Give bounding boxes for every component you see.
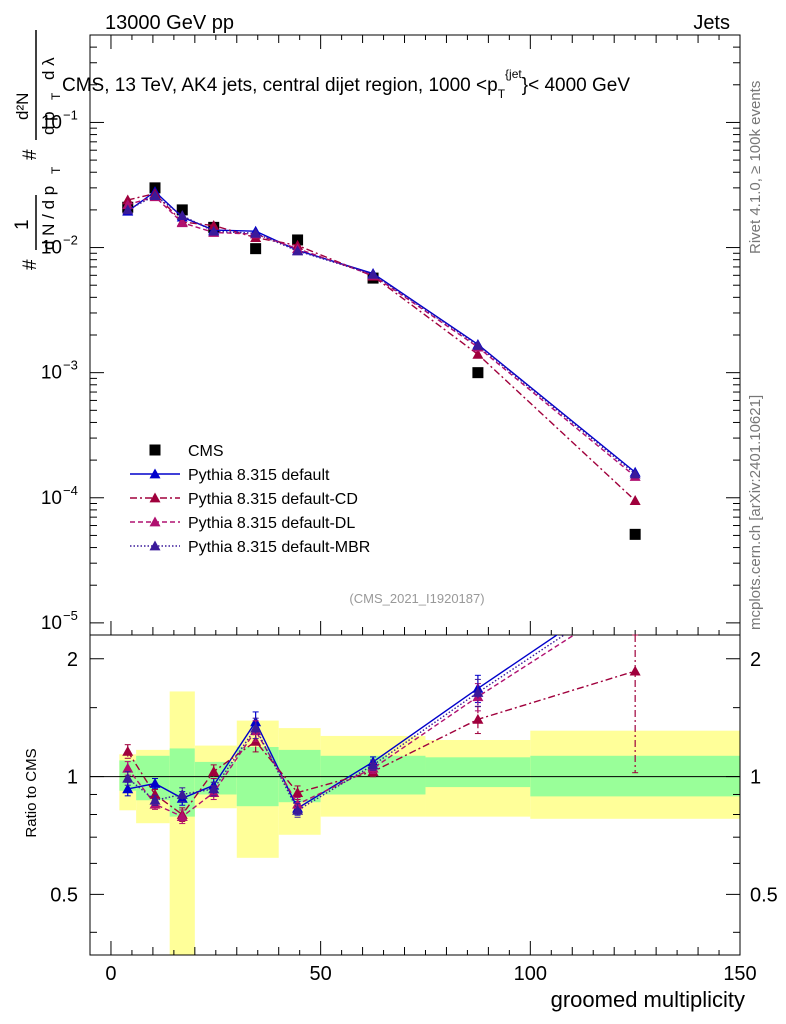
ratio-marker: [367, 759, 379, 770]
series-marker: [629, 495, 641, 505]
data-point-cms: [629, 528, 641, 540]
series-marker: [292, 245, 304, 256]
legend-marker: [149, 540, 161, 551]
ratio-marker: [472, 713, 484, 724]
ratio-y-axis-label: Ratio to CMS: [23, 748, 40, 837]
y-tick-exponent-main: −5: [63, 608, 78, 623]
series-marker: [367, 268, 379, 279]
ratio-marker: [629, 665, 641, 676]
ratio-panel-series: [122, 634, 641, 825]
y-tick-label-ratio-right: 0.5: [750, 884, 778, 906]
series-line: [127, 194, 636, 475]
series-marker: [629, 468, 641, 479]
legend-label: Pythia 8.315 default-DL: [188, 515, 355, 532]
ratio-marker: [472, 686, 484, 697]
ratio-marker: [176, 811, 188, 822]
ratio-marker: [176, 788, 188, 799]
y-tick-label-main: 10: [41, 238, 62, 259]
svg-text:T: T: [49, 92, 63, 100]
series-marker: [250, 227, 262, 238]
ratio-marker: [122, 783, 134, 794]
chart-title: CMS, 13 TeV, AK4 jets, central dijet reg…: [62, 67, 630, 101]
x-tick-label: 50: [310, 963, 332, 985]
legend-label: Pythia 8.315 default-MBR: [188, 539, 370, 556]
ratio-marker: [292, 787, 304, 797]
y-tick-label-main: 10: [41, 112, 62, 133]
x-tick-label: 0: [105, 963, 116, 985]
ratio-marker: [250, 722, 262, 733]
legend-marker: [149, 492, 161, 503]
mcplots-label: mcplots.cern.ch [arXiv:2401.10621]: [747, 395, 764, 630]
svg-text:T: T: [49, 166, 63, 174]
y-tick-label-ratio-right: 1: [750, 767, 761, 789]
svg-text:d²N: d²N: [13, 93, 32, 120]
series-marker: [149, 190, 161, 201]
y-tick-exponent-main: −2: [63, 233, 78, 248]
svg-text:#: #: [20, 259, 41, 270]
series-marker: [472, 348, 484, 359]
x-tick-label: 150: [723, 963, 756, 985]
data-point-cms: [176, 204, 188, 216]
y-tick-label-ratio: 2: [67, 649, 78, 671]
legend-marker: [149, 468, 161, 479]
ratio-marker: [122, 772, 134, 783]
svg-text:#: #: [20, 149, 41, 160]
y-tick-label-main: 10: [41, 363, 62, 384]
y-tick-exponent-main: −3: [63, 358, 78, 373]
header-collision: 13000 GeV pp: [105, 12, 234, 34]
ratio-marker: [122, 745, 134, 756]
x-axis-label: groomed multiplicity: [551, 987, 745, 1012]
series-marker: [208, 220, 220, 230]
y-tick-label-ratio: 0.5: [50, 884, 78, 906]
y-tick-exponent-main: −4: [63, 483, 78, 498]
ratio-marker: [149, 788, 161, 799]
legend-label: CMS: [188, 443, 224, 460]
x-tick-label: 100: [514, 963, 547, 985]
ratio-line: [127, 670, 636, 816]
data-point-cms: [472, 367, 484, 379]
ratio-marker: [149, 794, 161, 805]
ratio-marker: [122, 762, 134, 773]
ratio-marker: [208, 766, 220, 776]
legend-marker-cms: [149, 444, 161, 456]
ratio-line: [127, 635, 576, 818]
series-line: [127, 195, 636, 478]
ratio-uncertainty-bands: [119, 691, 740, 955]
ratio-marker: [208, 783, 220, 794]
data-point-cms: [250, 243, 262, 255]
band-inner: [169, 748, 195, 817]
svg-text:d p: d p: [39, 111, 58, 135]
ratio-marker: [292, 804, 304, 815]
legend: CMS Pythia 8.315 default Pythia 8.315 defa…: [130, 443, 370, 556]
y-tick-label-main: 10: [41, 613, 62, 634]
legend-label: Pythia 8.315 default-CD: [188, 491, 358, 508]
series-marker: [208, 225, 220, 236]
y-tick-label-ratio: 1: [67, 767, 78, 789]
rivet-label: Rivet 4.1.0, ≥ 100k events: [747, 81, 764, 254]
y-tick-label-main: 10: [41, 488, 62, 509]
ratio-frame: [89, 634, 741, 956]
ratio-marker: [149, 778, 161, 788]
series-marker: [472, 339, 484, 350]
series-line: [127, 190, 636, 473]
analysis-watermark: (CMS_2021_I1920187): [349, 591, 484, 606]
series-marker: [122, 199, 134, 210]
main-y-axis-label: # 1 d N / d p T # d²N d p T d λ: [12, 30, 63, 270]
series-marker: [176, 210, 188, 221]
series-marker: [122, 204, 134, 215]
header-jets: Jets: [693, 12, 730, 34]
y-tick-exponent-main: −1: [63, 107, 78, 122]
svg-text:d λ: d λ: [39, 57, 58, 80]
legend-label: Pythia 8.315 default: [188, 467, 330, 484]
y-tick-label-ratio-right: 2: [750, 649, 761, 671]
main-panel-series: [122, 182, 641, 540]
svg-text:d N / d p: d N / d p: [39, 186, 58, 250]
svg-text:1: 1: [12, 219, 33, 230]
series-marker: [176, 217, 188, 228]
band-inner: [425, 757, 531, 788]
legend-marker: [149, 516, 161, 527]
